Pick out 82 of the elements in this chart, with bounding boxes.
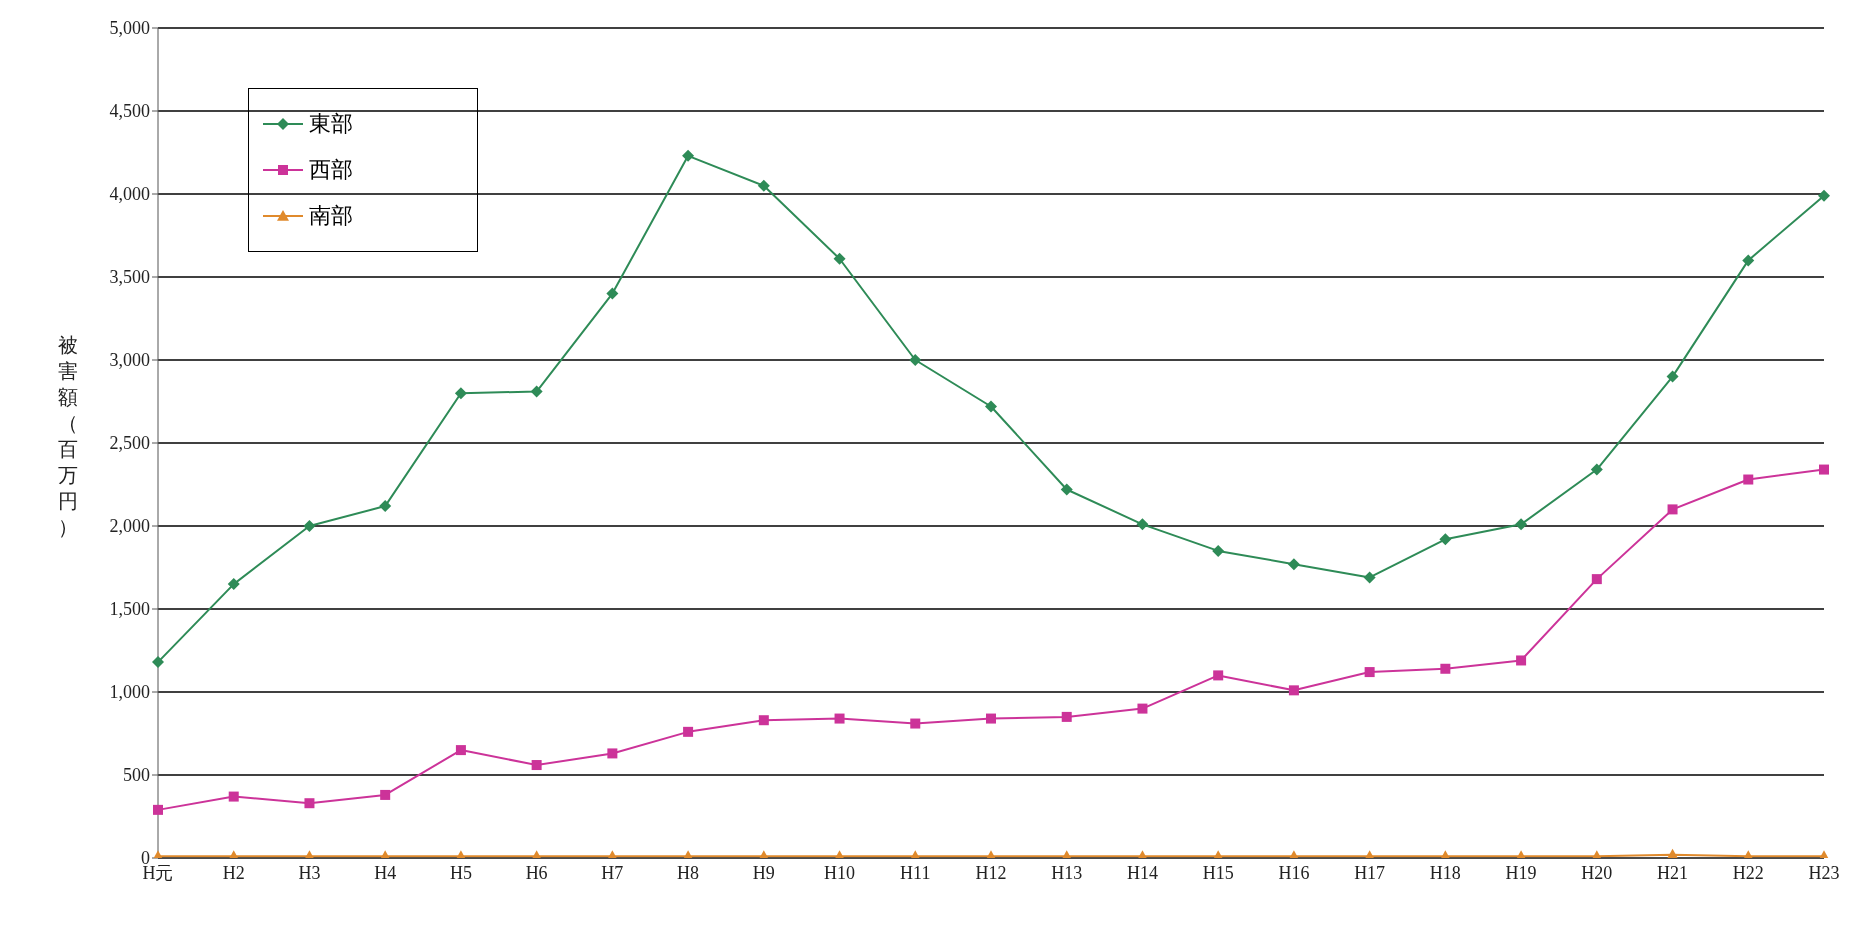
point bbox=[1364, 667, 1375, 678]
point bbox=[1213, 670, 1224, 681]
point bbox=[530, 385, 543, 398]
point bbox=[1818, 189, 1830, 202]
x-tick-label: H13 bbox=[1051, 862, 1083, 883]
y-tick-label: 5,000 bbox=[109, 18, 150, 39]
x-tick-label: H15 bbox=[1202, 862, 1234, 883]
point bbox=[1819, 464, 1829, 475]
x-tick-label: H22 bbox=[1732, 862, 1764, 883]
x-tick-label: H6 bbox=[525, 862, 548, 883]
x-tick-label: H21 bbox=[1657, 862, 1689, 883]
y-tick-label: 3,500 bbox=[109, 267, 150, 288]
point bbox=[607, 748, 618, 759]
point bbox=[152, 656, 164, 669]
x-tick-label: H11 bbox=[900, 862, 931, 883]
y-tick-label: 500 bbox=[123, 765, 150, 786]
point bbox=[834, 713, 845, 724]
point bbox=[1667, 504, 1678, 515]
point bbox=[1060, 483, 1073, 496]
y-tick-label: 3,000 bbox=[109, 350, 150, 371]
legend-label: 東部 bbox=[309, 110, 353, 138]
point bbox=[606, 287, 619, 300]
x-tick-label: H12 bbox=[975, 862, 1007, 883]
point bbox=[454, 387, 467, 400]
point bbox=[228, 791, 239, 802]
point bbox=[757, 179, 770, 192]
point bbox=[1439, 533, 1452, 546]
x-tick-label: H5 bbox=[449, 862, 472, 883]
x-tick-label: H8 bbox=[677, 862, 700, 883]
point bbox=[1136, 518, 1149, 531]
point bbox=[1666, 370, 1679, 383]
point bbox=[380, 789, 391, 800]
x-tick-label: H4 bbox=[374, 862, 397, 883]
point bbox=[1590, 463, 1603, 476]
point bbox=[1288, 685, 1299, 696]
point bbox=[304, 798, 315, 809]
x-tick-label: H18 bbox=[1429, 862, 1461, 883]
point bbox=[531, 760, 542, 771]
point bbox=[985, 400, 997, 413]
point bbox=[682, 149, 695, 162]
point bbox=[303, 520, 316, 532]
x-tick-label: H2 bbox=[222, 862, 245, 883]
point bbox=[455, 745, 466, 756]
point bbox=[910, 718, 921, 729]
point bbox=[1287, 558, 1300, 571]
point bbox=[1061, 711, 1072, 722]
point bbox=[1440, 663, 1451, 674]
point bbox=[683, 726, 694, 737]
point bbox=[227, 578, 240, 591]
point bbox=[379, 500, 392, 513]
x-tick-label: H20 bbox=[1581, 862, 1613, 883]
x-tick-label: H17 bbox=[1354, 862, 1386, 883]
point bbox=[1743, 474, 1754, 485]
point bbox=[1363, 571, 1376, 584]
x-tick-label: H10 bbox=[824, 862, 856, 883]
y-tick-label: 2,000 bbox=[109, 516, 150, 537]
y-tick-label: 4,500 bbox=[109, 101, 150, 122]
y-tick-label: 2,500 bbox=[109, 433, 150, 454]
x-tick-label: H9 bbox=[752, 862, 775, 883]
point bbox=[986, 713, 996, 724]
point bbox=[1515, 518, 1528, 531]
x-tick-label: H7 bbox=[601, 862, 624, 883]
legend-label: 南部 bbox=[309, 202, 353, 230]
y-tick-label: 1,500 bbox=[109, 599, 150, 620]
x-tick-label: H19 bbox=[1505, 862, 1537, 883]
point bbox=[909, 354, 922, 366]
y-tick-label: 1,000 bbox=[109, 682, 150, 703]
legend-label: 西部 bbox=[309, 156, 353, 184]
point bbox=[1516, 655, 1527, 666]
y-tick-label: 4,000 bbox=[109, 184, 150, 205]
point bbox=[1591, 574, 1602, 585]
x-tick-label: H16 bbox=[1278, 862, 1310, 883]
point bbox=[758, 715, 769, 726]
point bbox=[1742, 254, 1755, 267]
x-tick-label: H23 bbox=[1808, 862, 1840, 883]
x-tick-label: H14 bbox=[1126, 862, 1158, 883]
point bbox=[1212, 544, 1225, 557]
point bbox=[1137, 703, 1148, 714]
y-axis-title: 被害額（百万円） bbox=[58, 334, 78, 538]
point bbox=[153, 804, 163, 815]
x-tick-label: H3 bbox=[298, 862, 321, 883]
point bbox=[833, 252, 846, 265]
